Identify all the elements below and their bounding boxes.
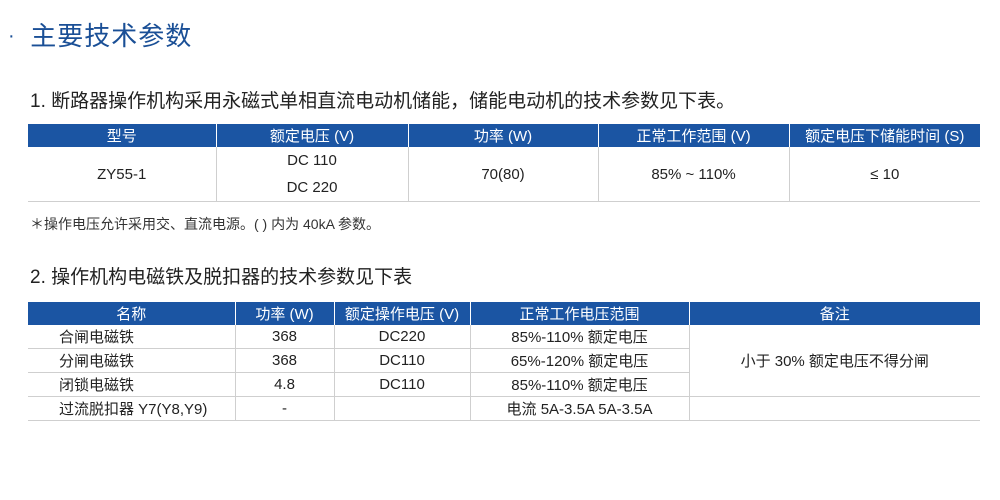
cell-power: 368 — [234, 348, 334, 373]
table-row: 过流脱扣器 Y7(Y8,Y9) - 电流 5A-3.5A 5A-3.5A — [28, 396, 980, 421]
table-row: 合闸电磁铁 368 DC220 85%-110% 额定电压 小于 30% 额定电… — [28, 325, 980, 397]
cell-range: 电流 5A-3.5A 5A-3.5A — [469, 396, 689, 421]
cell-remark-empty — [688, 396, 980, 421]
cell-power: 368 — [234, 325, 334, 349]
table-row: ZY55-1 DC 110 DC 220 70(80) 85% ~ 110% ≤… — [28, 147, 980, 202]
voltage-line-2: DC 220 — [286, 179, 338, 196]
header-voltage-range: 正常工作电压范围 — [469, 302, 689, 325]
section2-heading: 2. 操作机构电磁铁及脱扣器的技术参数见下表 — [30, 267, 413, 288]
header-rated-voltage: 额定电压 (V) — [215, 124, 408, 147]
cell-power: 70(80) — [407, 147, 598, 202]
table-header-row: 名称 功率 (W) 额定操作电压 (V) 正常工作电压范围 备注 — [28, 302, 980, 325]
magnet-spec-table: 名称 功率 (W) 额定操作电压 (V) 正常工作电压范围 备注 合闸电磁铁 3… — [28, 302, 980, 421]
voltage-line-1: DC 110 — [287, 152, 337, 169]
cell-name: 过流脱扣器 Y7(Y8,Y9) — [28, 396, 235, 421]
cell-range: 65%-120% 额定电压 — [469, 348, 689, 373]
cell-power: 4.8 — [234, 372, 334, 397]
cell-range: 85% ~ 110% — [597, 147, 789, 202]
section1-heading: 1. 断路器操作机构采用永磁式单相直流电动机储能，储能电动机的技术参数见下表。 — [30, 91, 736, 112]
cell-voltage — [333, 396, 470, 421]
title-text: 主要技术参数 — [30, 21, 193, 51]
title-bullet: · — [8, 25, 16, 47]
cell-voltage: DC 110 DC 220 — [215, 147, 408, 202]
cell-power: - — [234, 396, 334, 421]
cell-remark: 小于 30% 额定电压不得分闸 — [688, 325, 980, 397]
cell-range: 85%-110% 额定电压 — [469, 325, 689, 349]
header-range: 正常工作范围 (V) — [597, 124, 789, 147]
cell-name: 分闸电磁铁 — [28, 348, 235, 373]
cell-charge-time: ≤ 10 — [788, 147, 980, 202]
header-op-voltage: 额定操作电压 (V) — [333, 302, 470, 325]
page-title: · 主要技术参数 — [8, 16, 192, 53]
table-row: 闭锁电磁铁 4.8 DC110 85%-110% 额定电压 — [28, 372, 980, 397]
table-row: 分闸电磁铁 368 DC110 65%-120% 额定电压 — [28, 348, 980, 373]
motor-spec-table: 型号 额定电压 (V) 功率 (W) 正常工作范围 (V) 额定电压下储能时间 … — [28, 124, 980, 202]
table-header-row: 型号 额定电压 (V) 功率 (W) 正常工作范围 (V) 额定电压下储能时间 … — [28, 124, 980, 147]
section1-note: ＊操作电压允许采用交、直流电源。( ) 内为 40kA 参数。 — [30, 216, 381, 232]
header-power: 功率 (W) — [407, 124, 598, 147]
header-power: 功率 (W) — [234, 302, 334, 325]
header-charge-time: 额定电压下储能时间 (S) — [788, 124, 980, 147]
cell-voltage: DC110 — [333, 348, 470, 373]
cell-voltage: DC110 — [333, 372, 470, 397]
cell-range: 85%-110% 额定电压 — [469, 372, 689, 397]
header-name: 名称 — [28, 302, 235, 325]
header-remark: 备注 — [688, 302, 980, 325]
header-model: 型号 — [28, 124, 216, 147]
cell-voltage: DC220 — [333, 325, 470, 349]
cell-name: 闭锁电磁铁 — [28, 372, 235, 397]
cell-model: ZY55-1 — [28, 147, 216, 202]
cell-name: 合闸电磁铁 — [28, 325, 235, 349]
